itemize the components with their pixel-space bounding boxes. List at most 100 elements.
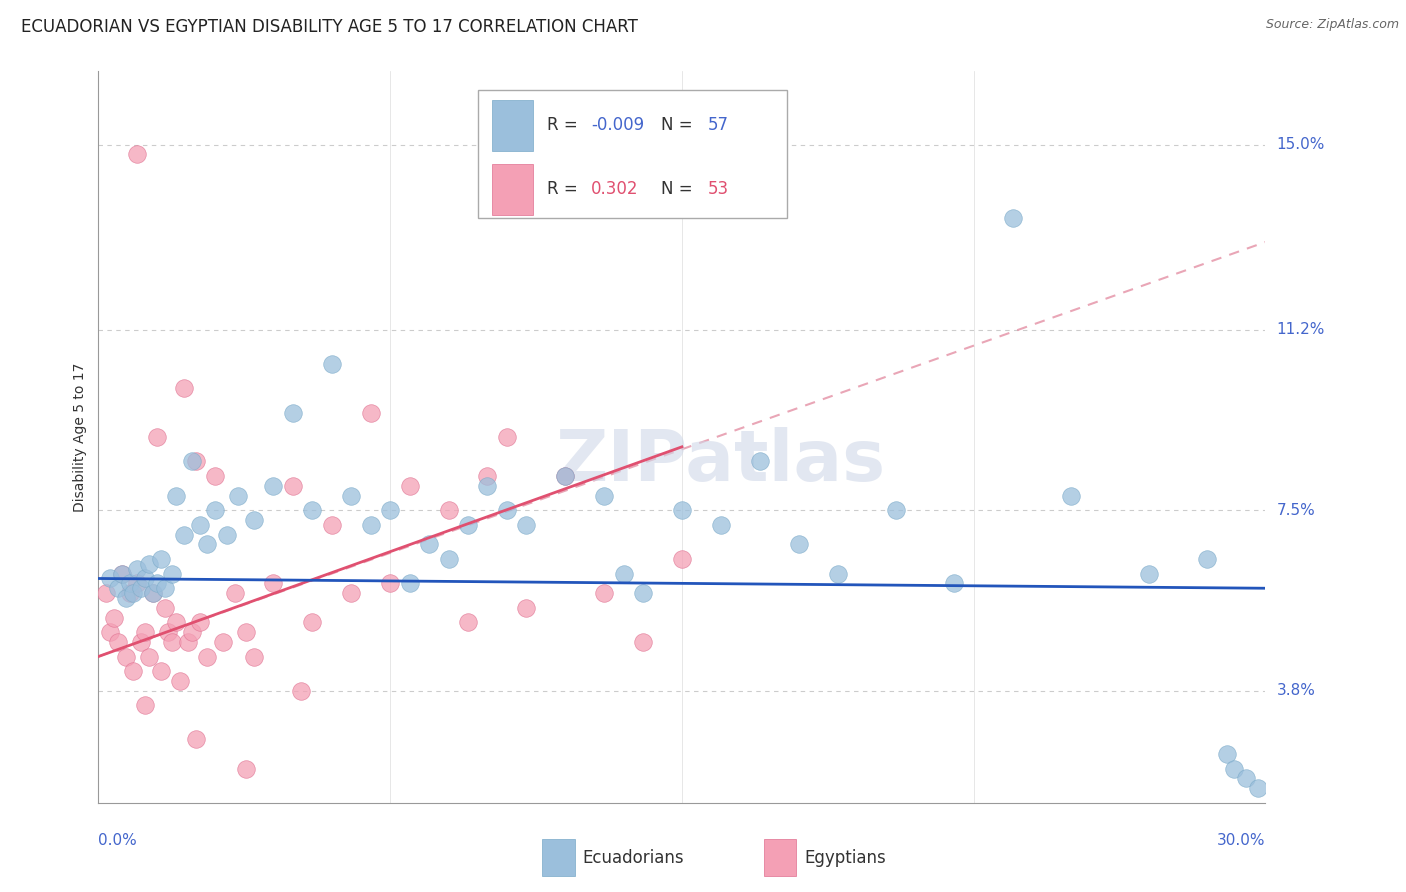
Point <box>631 586 654 600</box>
Point <box>340 586 363 600</box>
Point <box>107 581 129 595</box>
Point <box>477 469 499 483</box>
Point <box>111 566 134 581</box>
Point <box>340 489 363 503</box>
FancyBboxPatch shape <box>492 164 533 215</box>
Point <box>180 454 202 468</box>
Point <box>748 454 770 468</box>
Point <box>165 615 187 630</box>
Point <box>437 552 460 566</box>
Point <box>787 537 810 551</box>
Point <box>204 469 226 483</box>
Point <box>195 649 218 664</box>
Point <box>437 503 460 517</box>
Point <box>321 517 343 532</box>
Point <box>169 673 191 688</box>
FancyBboxPatch shape <box>541 839 575 876</box>
Point <box>290 683 312 698</box>
Point <box>554 469 576 483</box>
Point <box>122 664 145 678</box>
Point <box>321 357 343 371</box>
Text: Source: ZipAtlas.com: Source: ZipAtlas.com <box>1265 18 1399 31</box>
Point <box>195 537 218 551</box>
Text: 30.0%: 30.0% <box>1218 833 1265 848</box>
Point <box>1215 747 1237 761</box>
Point <box>554 469 576 483</box>
Point <box>631 635 654 649</box>
Point <box>107 635 129 649</box>
Point <box>235 762 257 776</box>
Point <box>593 489 616 503</box>
Text: 0.0%: 0.0% <box>98 833 138 848</box>
Point <box>173 527 195 541</box>
Text: N =: N = <box>661 117 697 135</box>
Point <box>398 576 420 591</box>
Point <box>496 503 519 517</box>
Point <box>281 406 304 420</box>
Text: 53: 53 <box>707 180 728 199</box>
Text: R =: R = <box>547 180 582 199</box>
Point <box>138 649 160 664</box>
Point <box>515 600 537 615</box>
Point <box>129 635 152 649</box>
Point <box>127 147 149 161</box>
Point <box>224 586 246 600</box>
Text: 15.0%: 15.0% <box>1277 137 1324 152</box>
Point <box>122 586 145 600</box>
Point <box>146 430 169 444</box>
Point <box>360 406 382 420</box>
Point <box>884 503 907 517</box>
Point <box>235 625 257 640</box>
Point <box>671 503 693 517</box>
Point <box>477 479 499 493</box>
Point <box>157 625 180 640</box>
Point <box>127 562 149 576</box>
Point <box>134 625 156 640</box>
Point <box>96 586 118 600</box>
Point <box>114 591 136 605</box>
Point <box>380 576 402 591</box>
Text: 57: 57 <box>707 117 728 135</box>
Point <box>103 610 125 624</box>
Text: R =: R = <box>547 117 582 135</box>
Point <box>281 479 304 493</box>
Point <box>418 537 440 551</box>
Point <box>228 489 250 503</box>
Point <box>262 479 284 493</box>
Point <box>153 600 176 615</box>
Point <box>593 586 616 600</box>
Point <box>180 625 202 640</box>
Point <box>1060 489 1083 503</box>
Point <box>127 576 149 591</box>
Text: ECUADORIAN VS EGYPTIAN DISABILITY AGE 5 TO 17 CORRELATION CHART: ECUADORIAN VS EGYPTIAN DISABILITY AGE 5 … <box>21 18 638 36</box>
Point <box>710 517 733 532</box>
Point <box>262 576 284 591</box>
Point <box>1001 211 1024 225</box>
Point <box>243 649 266 664</box>
Point <box>943 576 966 591</box>
Point <box>142 586 165 600</box>
Point <box>173 381 195 395</box>
Y-axis label: Disability Age 5 to 17: Disability Age 5 to 17 <box>73 362 87 512</box>
FancyBboxPatch shape <box>763 839 796 876</box>
Text: 3.8%: 3.8% <box>1277 683 1316 698</box>
Point <box>153 581 176 595</box>
Point <box>111 566 134 581</box>
Point <box>146 576 169 591</box>
Point <box>142 586 165 600</box>
Point <box>1246 781 1268 796</box>
FancyBboxPatch shape <box>492 100 533 151</box>
Point <box>360 517 382 532</box>
Text: Egyptians: Egyptians <box>804 848 886 867</box>
Point <box>398 479 420 493</box>
Point <box>1195 552 1218 566</box>
Point <box>184 732 207 747</box>
Point <box>165 489 187 503</box>
Point <box>1137 566 1160 581</box>
Point <box>149 664 172 678</box>
Point <box>1234 772 1257 786</box>
Point <box>98 625 121 640</box>
Point <box>118 586 141 600</box>
Point <box>162 566 184 581</box>
Point <box>212 635 235 649</box>
